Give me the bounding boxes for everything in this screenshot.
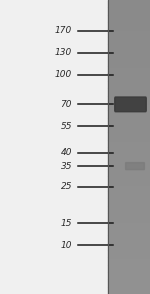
Bar (108, 37, 150, 44)
Bar (108, 287, 150, 294)
Bar (108, 81, 150, 88)
Bar (108, 59, 150, 66)
Bar (108, 191, 150, 198)
Bar (108, 103, 150, 110)
Bar (0, 0, 108, 294)
Bar (108, 220, 150, 228)
Bar (108, 257, 150, 265)
Bar (108, 88, 150, 96)
Bar (108, 125, 150, 132)
Text: 35: 35 (60, 162, 72, 171)
Bar (108, 235, 150, 243)
Bar (108, 198, 150, 206)
Bar (108, 176, 150, 184)
Bar (108, 184, 150, 191)
Text: 130: 130 (55, 49, 72, 57)
Bar (108, 206, 150, 213)
Bar (108, 279, 150, 287)
Bar (108, 15, 150, 22)
Bar (108, 66, 150, 74)
Bar (108, 96, 150, 103)
Bar (108, 265, 150, 272)
Bar (108, 22, 150, 29)
Bar (108, 44, 150, 51)
Text: 170: 170 (55, 26, 72, 35)
Bar (108, 0, 150, 7)
FancyBboxPatch shape (126, 163, 144, 170)
Text: 10: 10 (60, 241, 72, 250)
Text: 55: 55 (60, 122, 72, 131)
Bar (108, 51, 150, 59)
Bar (108, 147, 150, 154)
Bar (108, 74, 150, 81)
Bar (108, 162, 150, 169)
Bar (108, 213, 150, 220)
Bar (108, 140, 150, 147)
Bar (108, 169, 150, 176)
Bar (108, 272, 150, 279)
Bar (108, 154, 150, 162)
Text: 25: 25 (60, 182, 72, 191)
Text: 15: 15 (60, 219, 72, 228)
Text: 100: 100 (55, 71, 72, 79)
Bar (108, 118, 150, 125)
Bar (108, 7, 150, 15)
FancyBboxPatch shape (115, 97, 146, 112)
Bar (108, 250, 150, 257)
Text: 40: 40 (60, 148, 72, 157)
Bar (108, 243, 150, 250)
Bar (108, 228, 150, 235)
Bar (108, 29, 150, 37)
Text: 70: 70 (60, 100, 72, 109)
Bar (108, 110, 150, 118)
Bar (108, 132, 150, 140)
